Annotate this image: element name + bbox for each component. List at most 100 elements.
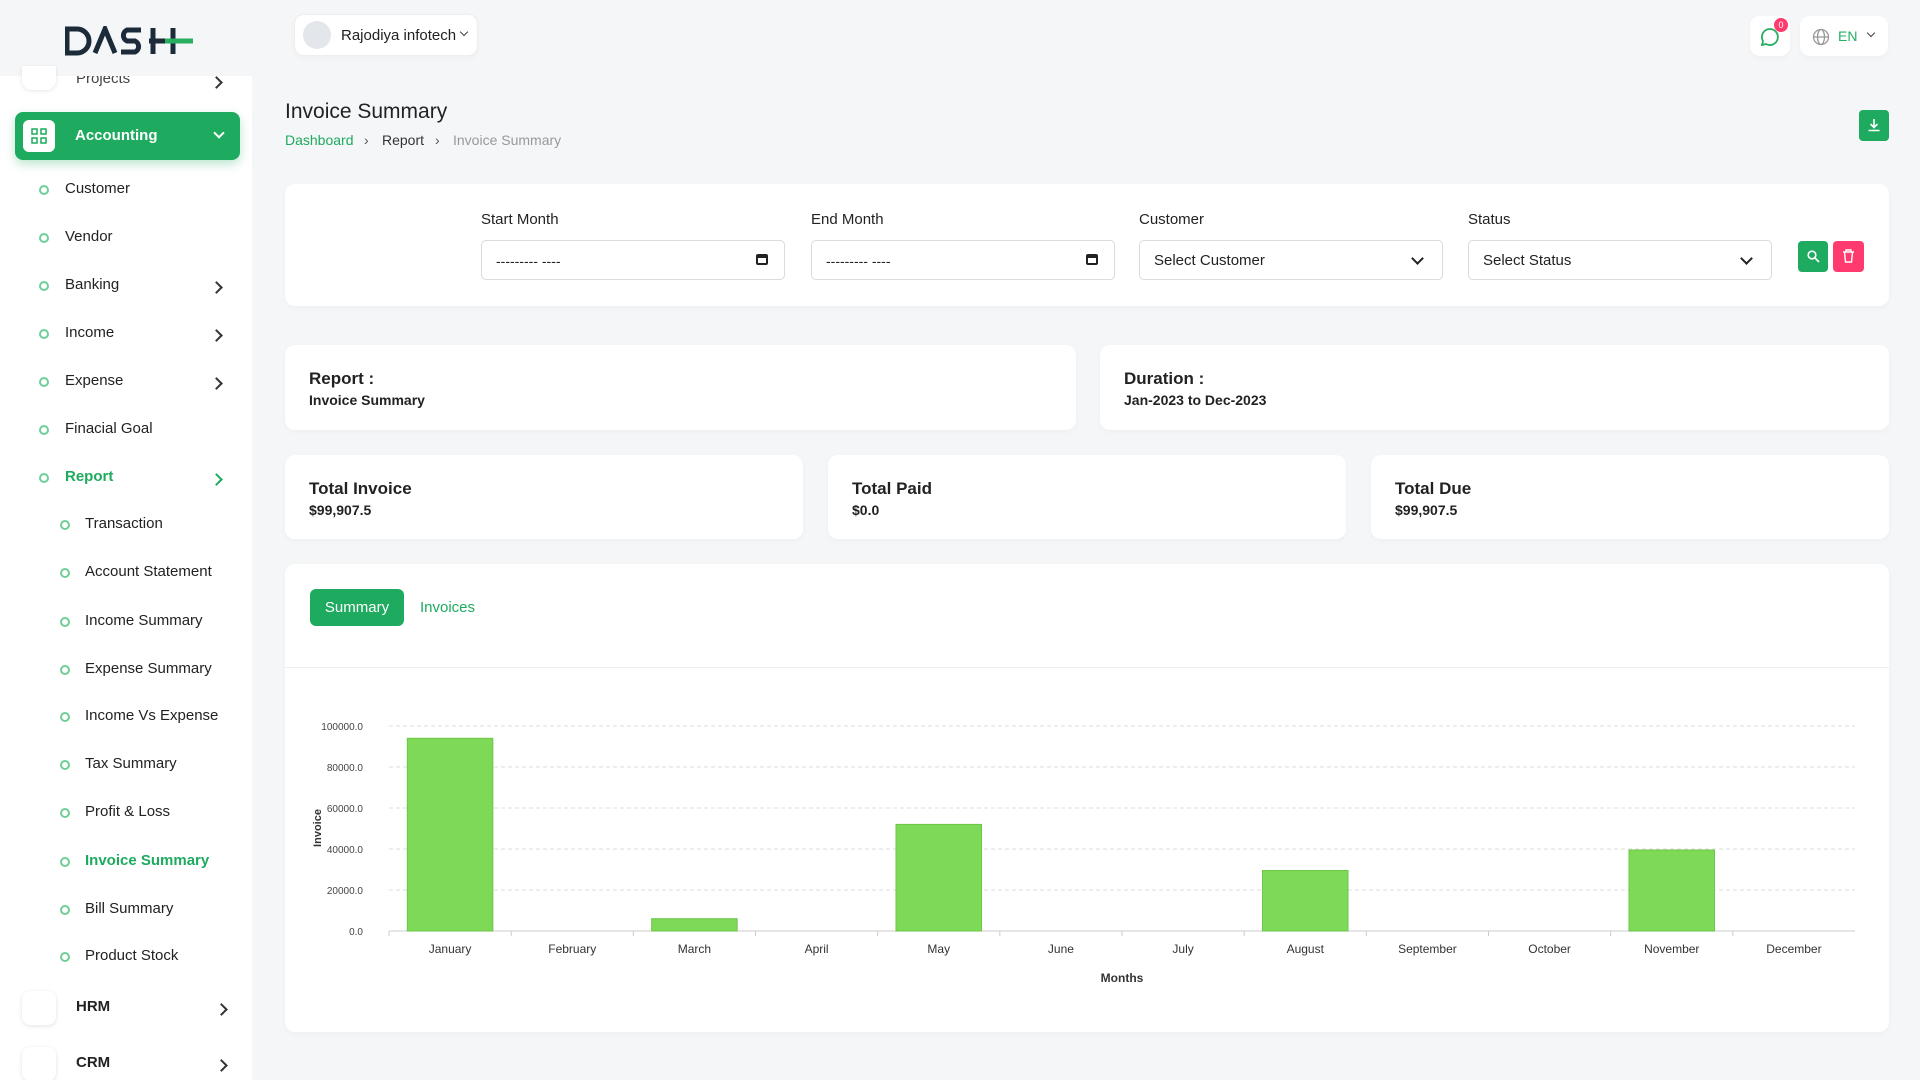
bullet [60,665,70,675]
grid-icon [31,128,47,144]
bullet [39,473,49,483]
y-tick-label: 40000.0 [327,845,364,856]
reset-button[interactable] [1833,241,1864,272]
bar [1629,850,1715,931]
total-card: Total Invoice $99,907.5 [285,455,803,539]
y-tick-label: 0.0 [349,927,363,938]
menu-item[interactable]: Income [65,324,114,341]
menu-item[interactable]: Finacial Goal [65,420,153,437]
menu-item[interactable]: Banking [65,276,119,293]
menu-item[interactable]: Product Stock [85,947,178,964]
menu-item[interactable]: CRM [76,1054,110,1071]
download-button[interactable] [1859,110,1889,141]
x-tick-label: April [805,942,829,956]
placeholder: --------- ---- [826,253,891,269]
bullet [39,281,49,291]
menu-item[interactable]: Vendor [65,228,113,245]
breadcrumb-link[interactable]: Dashboard [285,132,354,148]
y-tick-label: 100000.0 [321,722,363,733]
search-button[interactable] [1798,241,1828,272]
y-tick-label: 80000.0 [327,763,364,774]
x-axis-label: Months [1101,971,1144,985]
card-label: Report : [309,369,374,389]
report-card: Report : Invoice Summary [285,345,1076,430]
bullet [39,377,49,387]
calendar-icon [756,254,768,265]
menu-item[interactable]: Expense [65,372,123,389]
card-value: Invoice Summary [309,392,425,408]
menu-item[interactable]: Customer [65,180,130,197]
bullet [39,425,49,435]
chart-card: Summary Invoices Months Invoice 0.020000… [285,564,1889,1032]
bullet [39,185,49,195]
chevron [460,28,468,36]
messages-button[interactable]: 0 [1750,16,1790,56]
end-month-input[interactable]: --------- ---- [811,240,1115,280]
menu-item[interactable]: Tax Summary [85,755,177,772]
breadcrumb-separator: › [435,132,440,148]
placeholder: --------- ---- [496,253,561,269]
bar [407,738,493,931]
menu-icon [23,120,55,152]
breadcrumb-current: Invoice Summary [453,132,561,148]
customer-select[interactable]: Select Customer [1139,240,1443,280]
y-tick-label: 20000.0 [327,886,364,897]
trash-icon [1842,249,1855,263]
x-tick-label: November [1644,942,1699,956]
bar [652,919,738,931]
field-label: Start Month [481,211,559,228]
menu-item[interactable]: Income Summary [85,612,203,629]
total-card: Total Paid $0.0 [828,455,1346,539]
bullet [39,233,49,243]
card-label: Total Due [1395,479,1471,499]
chevron [1740,252,1753,265]
menu-item-active[interactable]: Invoice Summary [85,852,209,869]
menu-item-active[interactable]: Accounting [15,112,240,160]
bullet [60,520,70,530]
logo [65,26,195,56]
status-select[interactable]: Select Status [1468,240,1772,280]
menu-item-open[interactable]: Report [65,468,113,485]
start-month-input[interactable]: --------- ---- [481,240,785,280]
card-label: Duration : [1124,369,1204,389]
menu-item[interactable]: HRM [76,998,110,1015]
bullet [60,712,70,722]
bullet [60,857,70,867]
card-label: Total Paid [852,479,932,499]
menu-icon [22,1047,56,1080]
x-tick-label: January [429,942,472,956]
menu-item[interactable]: Account Statement [85,563,212,580]
card-value: $99,907.5 [309,502,371,518]
menu-item[interactable]: Transaction [85,515,163,532]
breadcrumb-link[interactable]: Report [382,132,424,148]
menu-item[interactable]: Profit & Loss [85,803,170,820]
breadcrumb-separator: › [364,132,369,148]
x-tick-label: September [1398,942,1457,956]
menu-icon [22,66,56,90]
x-tick-label: February [548,942,596,956]
bullet [60,952,70,962]
globe-icon [1812,28,1830,46]
language-selector[interactable]: EN [1800,16,1888,56]
bullet [60,905,70,915]
menu-item[interactable]: Income Vs Expense [85,707,218,724]
menu-item[interactable]: Expense Summary [85,660,212,677]
y-axis-label: Invoice [312,809,324,847]
bar [1262,871,1348,931]
placeholder: Select Status [1483,252,1571,269]
card-value: $99,907.5 [1395,502,1457,518]
menu-item[interactable]: Bill Summary [85,900,173,917]
total-card: Total Due $99,907.5 [1371,455,1889,539]
bar-chart: Months Invoice 0.020000.040000.060000.08… [285,564,1889,1032]
notification-badge: 0 [1774,18,1788,32]
page-title: Invoice Summary [285,100,447,124]
avatar [303,21,331,49]
calendar-icon [1086,254,1098,265]
bar [896,824,982,931]
language: EN [1838,28,1857,44]
bullet [60,617,70,627]
menu-label: Accounting [75,127,158,144]
company-selector[interactable]: Rajodiya infotech [294,14,478,56]
